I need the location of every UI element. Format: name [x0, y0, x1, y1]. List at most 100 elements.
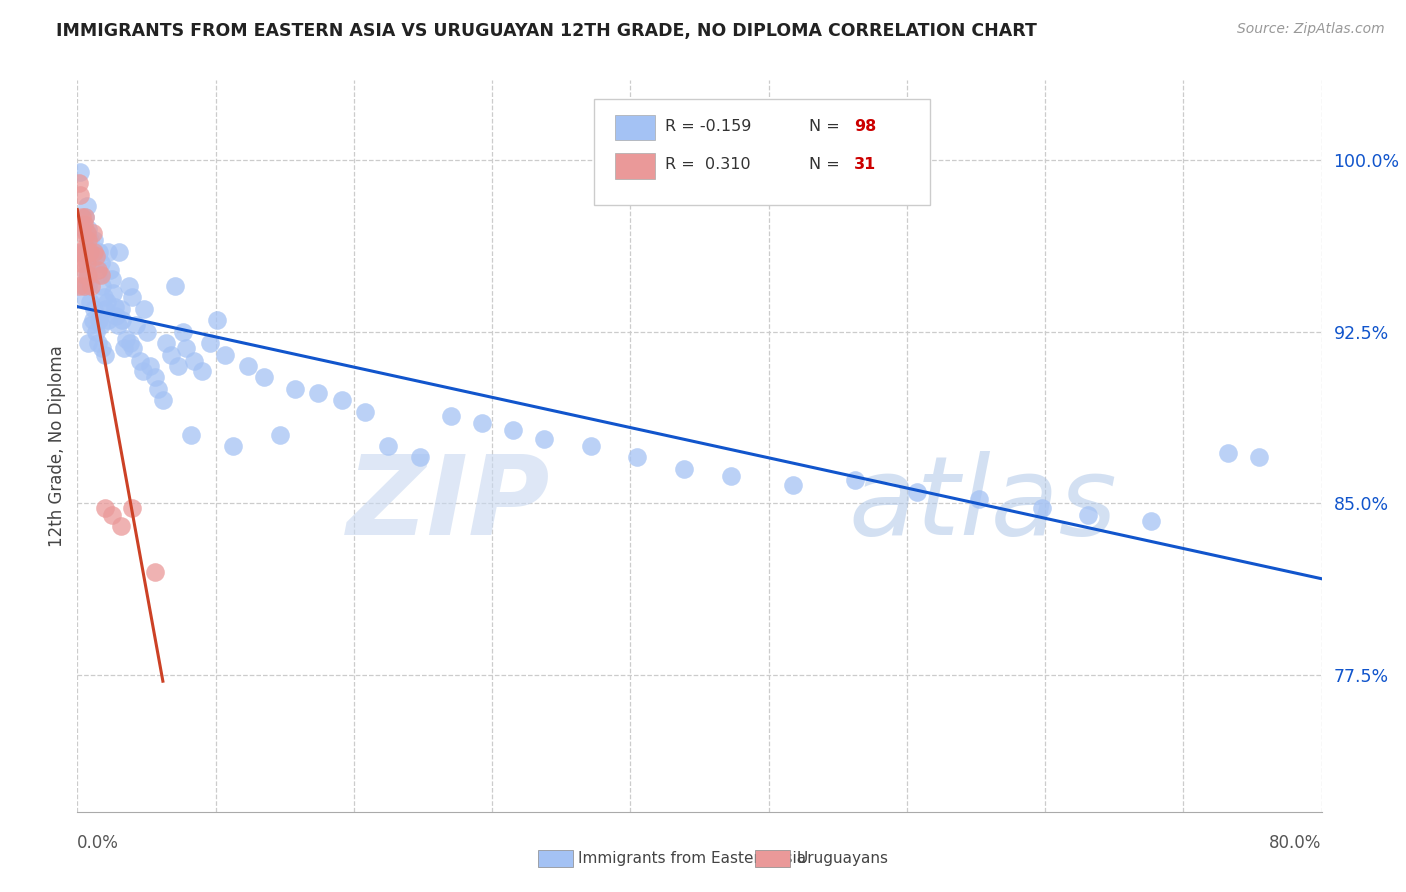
Point — [107, 318, 129, 332]
Y-axis label: 12th Grade, No Diploma: 12th Grade, No Diploma — [48, 345, 66, 547]
Point — [86, 268, 108, 282]
Bar — [614, 115, 655, 140]
Point — [72, 244, 94, 259]
Point — [440, 409, 463, 424]
Point — [79, 295, 101, 310]
Point — [67, 244, 90, 259]
Point — [579, 439, 602, 453]
Point — [76, 227, 98, 241]
Text: atlas: atlas — [849, 451, 1118, 558]
Point — [110, 301, 132, 316]
Point — [94, 500, 117, 515]
Point — [97, 244, 120, 259]
Point — [69, 164, 91, 178]
Point — [77, 222, 100, 236]
Point — [80, 279, 103, 293]
Point — [207, 313, 229, 327]
Point — [134, 301, 156, 316]
Point — [120, 336, 142, 351]
Point — [1077, 508, 1099, 522]
Point — [97, 313, 120, 327]
Text: IMMIGRANTS FROM EASTERN ASIA VS URUGUAYAN 12TH GRADE, NO DIPLOMA CORRELATION CHA: IMMIGRANTS FROM EASTERN ASIA VS URUGUAYA… — [56, 22, 1038, 40]
Point — [80, 256, 103, 270]
Point — [93, 290, 115, 304]
Point — [222, 439, 245, 453]
Point — [86, 263, 108, 277]
Point — [782, 478, 804, 492]
Point — [84, 249, 107, 263]
Point — [84, 256, 107, 270]
Point — [77, 268, 100, 282]
FancyBboxPatch shape — [593, 99, 929, 204]
Point — [128, 354, 150, 368]
Point — [104, 300, 127, 314]
Text: R = -0.159: R = -0.159 — [665, 119, 751, 134]
Point — [105, 309, 128, 323]
Text: Source: ZipAtlas.com: Source: ZipAtlas.com — [1237, 22, 1385, 37]
Point — [121, 500, 143, 515]
Text: ZIP: ZIP — [347, 451, 550, 558]
Point — [69, 256, 91, 270]
Text: Uruguayans: Uruguayans — [797, 851, 889, 866]
Point — [91, 279, 114, 293]
Point — [269, 427, 291, 442]
Point — [165, 279, 187, 293]
Point — [90, 256, 112, 270]
Point — [159, 347, 181, 361]
Point — [155, 336, 177, 351]
Point — [94, 301, 117, 316]
Point — [100, 508, 122, 522]
Point — [86, 336, 108, 351]
Text: N =: N = — [808, 157, 845, 172]
Point — [83, 244, 105, 259]
Point — [136, 325, 159, 339]
Point — [143, 370, 166, 384]
Point — [139, 359, 162, 373]
Point — [83, 233, 105, 247]
Text: N =: N = — [808, 119, 845, 134]
Point — [70, 211, 93, 225]
Point — [87, 313, 110, 327]
Point — [253, 370, 276, 384]
Point — [75, 240, 97, 254]
Point — [1249, 450, 1271, 465]
Point — [101, 285, 124, 300]
Point — [112, 341, 135, 355]
Point — [79, 233, 101, 247]
Point — [844, 473, 866, 487]
Point — [167, 359, 190, 373]
Point — [77, 336, 100, 351]
Point — [75, 211, 97, 225]
Point — [90, 318, 112, 332]
Point — [100, 272, 122, 286]
Point — [84, 325, 107, 339]
Point — [533, 432, 555, 446]
Point — [118, 279, 141, 293]
Point — [79, 244, 101, 259]
Point — [1031, 500, 1053, 515]
Point — [94, 347, 117, 361]
Point — [122, 341, 145, 355]
Point — [471, 416, 494, 430]
Point — [969, 491, 991, 506]
Point — [330, 393, 353, 408]
Point — [1218, 446, 1240, 460]
Point — [77, 233, 100, 247]
Point — [80, 318, 103, 332]
Point — [70, 244, 93, 259]
Point — [72, 279, 94, 293]
Point — [70, 256, 93, 270]
Point — [377, 439, 399, 453]
Point — [98, 263, 121, 277]
Text: R =  0.310: R = 0.310 — [665, 157, 751, 172]
Point — [180, 427, 202, 442]
Point — [408, 450, 430, 465]
Point — [198, 336, 221, 351]
Text: 0.0%: 0.0% — [77, 834, 120, 852]
Point — [172, 325, 194, 339]
Point — [82, 313, 104, 327]
Point — [75, 211, 97, 225]
Text: 31: 31 — [853, 157, 876, 172]
Point — [174, 341, 197, 355]
Point — [90, 268, 112, 282]
